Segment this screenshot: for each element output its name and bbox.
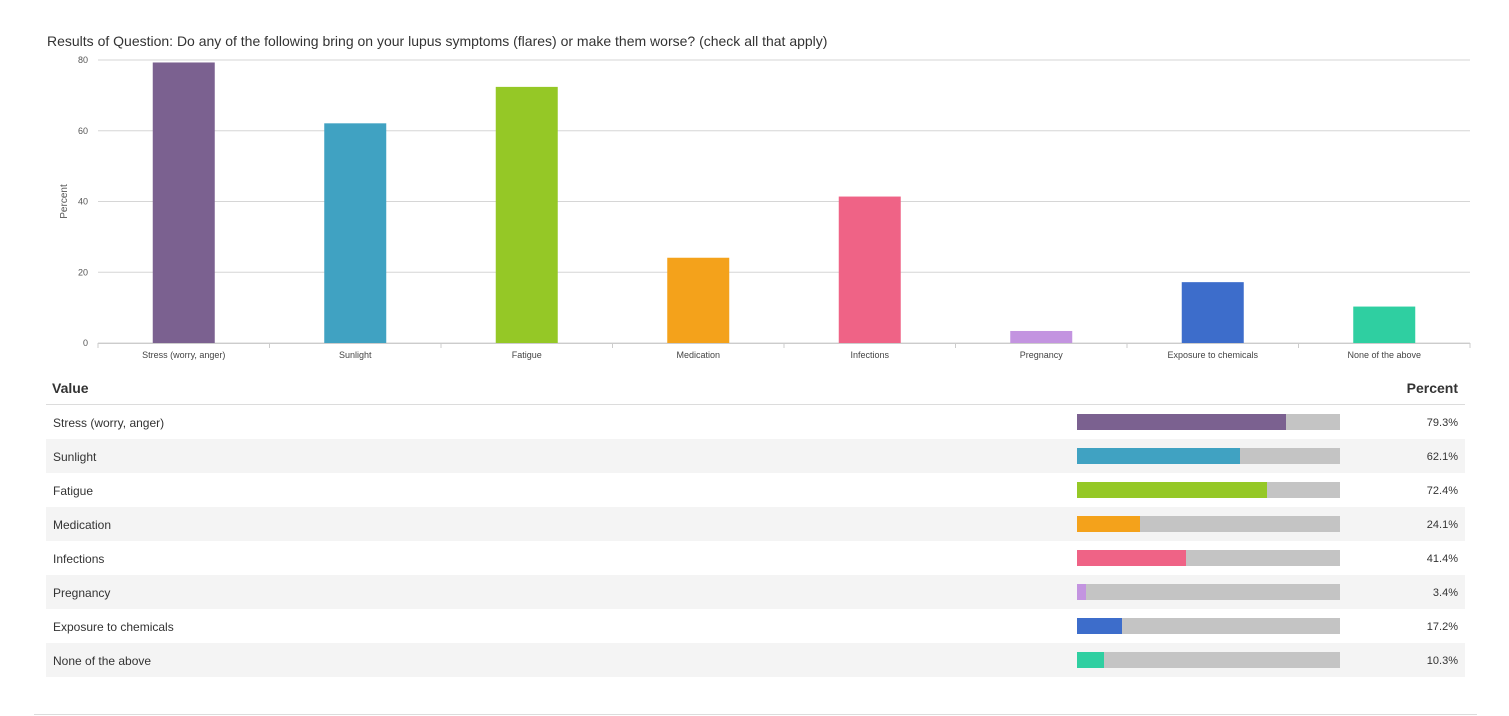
- table-row: Pregnancy 3.4%: [46, 575, 1465, 609]
- y-axis-label: Percent: [59, 184, 70, 219]
- x-tick-label: Infections: [850, 350, 889, 360]
- bar-5: [838, 196, 901, 343]
- percent-bar-fill: [1077, 448, 1241, 464]
- value-column-header: Value: [52, 380, 89, 396]
- row-percent: 10.3%: [1426, 655, 1458, 667]
- bar-7: [1181, 282, 1244, 343]
- y-tick-label: 20: [78, 267, 88, 277]
- percent-bar-fill: [1077, 516, 1141, 532]
- row-label: Infections: [53, 552, 105, 566]
- x-tick-label: None of the above: [1347, 350, 1421, 360]
- bar-4: [667, 257, 730, 343]
- row-label: Sunlight: [53, 450, 97, 464]
- row-label: None of the above: [53, 654, 152, 668]
- percent-bar-track: [1077, 584, 1340, 600]
- row-percent: 72.4%: [1426, 485, 1458, 497]
- percent-bar-fill: [1077, 482, 1268, 498]
- percent-bar-fill: [1077, 584, 1086, 600]
- bar-2: [324, 123, 387, 343]
- percent-bar-track: [1077, 516, 1340, 532]
- row-percent: 24.1%: [1426, 519, 1458, 531]
- y-tick-label: 60: [78, 126, 88, 136]
- x-tick-label: Stress (worry, anger): [142, 350, 225, 360]
- percent-bar-track: [1077, 550, 1340, 566]
- bottom-divider: [34, 714, 1477, 715]
- table-body: Stress (worry, anger) 79.3% Sunlight 62.1% F…: [46, 405, 1465, 677]
- x-tick-label: Medication: [676, 350, 720, 360]
- table-row: Sunlight 62.1%: [46, 439, 1465, 473]
- percent-bar-fill: [1077, 652, 1105, 668]
- row-label: Stress (worry, anger): [53, 416, 165, 430]
- chart-title: Results of Question: Do any of the follo…: [47, 33, 828, 49]
- row-label: Fatigue: [53, 484, 94, 498]
- percent-bar-fill: [1077, 550, 1186, 566]
- percent-bar-fill: [1077, 618, 1123, 634]
- results-table: Value Percent Stress (worry, anger) 79.3%…: [46, 372, 1465, 677]
- table-row: Stress (worry, anger) 79.3%: [46, 405, 1465, 439]
- percent-bar-track: [1077, 652, 1340, 668]
- bar-3: [495, 86, 558, 343]
- x-tick-label: Pregnancy: [1020, 350, 1064, 360]
- bar-1: [152, 62, 215, 343]
- percent-column-header: Percent: [1406, 380, 1458, 396]
- row-percent: 3.4%: [1432, 587, 1458, 599]
- y-tick-label: 40: [78, 197, 88, 207]
- percent-bar-track: [1077, 414, 1340, 430]
- y-tick-label: 80: [78, 55, 88, 65]
- row-label: Exposure to chemicals: [53, 620, 174, 634]
- x-tick-label: Fatigue: [512, 350, 542, 360]
- bar-6: [1010, 330, 1073, 343]
- table-header: Value Percent: [46, 372, 1465, 405]
- row-percent: 79.3%: [1426, 417, 1458, 429]
- row-percent: 62.1%: [1426, 451, 1458, 463]
- x-tick-label: Exposure to chemicals: [1167, 350, 1258, 360]
- percent-bar-track: [1077, 482, 1340, 498]
- table-row: Exposure to chemicals 17.2%: [46, 609, 1465, 643]
- bar-chart: 0 20 40 60 80 Percent Stress (worry, anger) Sun…: [59, 55, 1471, 360]
- table-row: None of the above 10.3%: [46, 643, 1465, 677]
- y-tick-label: 0: [83, 338, 88, 348]
- table-row: Medication 24.1%: [46, 507, 1465, 541]
- bar-8: [1353, 306, 1416, 343]
- row-percent: 17.2%: [1426, 621, 1458, 633]
- x-tick-label: Sunlight: [339, 350, 372, 360]
- percent-bar-fill: [1077, 414, 1286, 430]
- row-label: Pregnancy: [53, 586, 111, 600]
- table-row: Infections 41.4%: [46, 541, 1465, 575]
- percent-bar-track: [1077, 448, 1340, 464]
- percent-bar-track: [1077, 618, 1340, 634]
- table-row: Fatigue 72.4%: [46, 473, 1465, 507]
- row-percent: 41.4%: [1426, 553, 1458, 565]
- row-label: Medication: [53, 518, 112, 532]
